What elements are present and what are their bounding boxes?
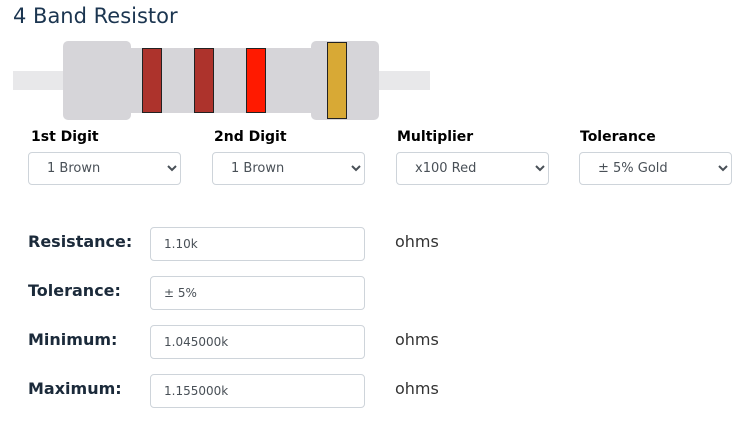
second-digit-label: 2nd Digit [214, 129, 287, 145]
resistance-unit: ohms [395, 232, 439, 251]
left-cap [63, 41, 131, 120]
tolerance-field[interactable] [150, 276, 365, 310]
band-tolerance [327, 42, 347, 119]
maximum-label: Maximum: [28, 379, 122, 398]
tolerance-select-label: Tolerance [580, 129, 656, 145]
band-2 [194, 48, 214, 113]
band-1 [142, 48, 162, 113]
multiplier-select[interactable]: x100 Red [396, 152, 549, 185]
maximum-unit: ohms [395, 379, 439, 398]
second-digit-select[interactable]: 1 Brown [212, 152, 365, 185]
first-digit-label: 1st Digit [31, 129, 99, 145]
right-lead [379, 71, 430, 90]
minimum-field[interactable] [150, 325, 365, 359]
tolerance-label: Tolerance: [28, 281, 121, 300]
maximum-field[interactable] [150, 374, 365, 408]
band-multiplier [246, 48, 266, 113]
tolerance-select[interactable]: ± 5% Gold [579, 152, 732, 185]
resistance-label: Resistance: [28, 232, 133, 251]
minimum-label: Minimum: [28, 330, 118, 349]
first-digit-select[interactable]: 1 Brown [28, 152, 181, 185]
page-title: 4 Band Resistor [13, 4, 178, 28]
minimum-unit: ohms [395, 330, 439, 349]
left-lead [13, 71, 63, 90]
multiplier-label: Multiplier [397, 129, 474, 145]
resistance-field[interactable] [150, 227, 365, 261]
